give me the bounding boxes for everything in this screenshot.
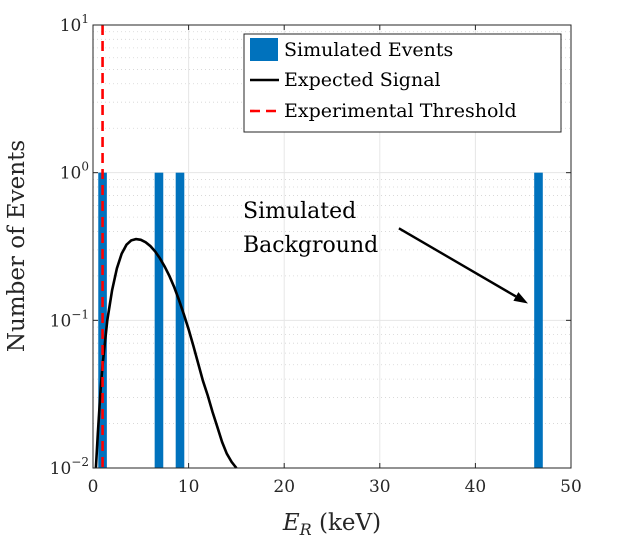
y-tick-label: 100: [60, 160, 89, 184]
y-tick-label: 10−1: [50, 307, 89, 331]
plot-frame: [92, 24, 572, 469]
annotation-line-2: Background: [243, 233, 378, 258]
x-tick-label: 30: [369, 477, 391, 497]
axis-ticks: [92, 24, 572, 469]
x-axis-title: ER (keV): [282, 510, 381, 539]
y-tick-labels: 101 100 10−1 10−2: [50, 12, 89, 479]
annotation: Simulated Background: [243, 199, 528, 304]
expected-signal-line: [94, 237, 238, 469]
bar-4: [534, 172, 543, 468]
x-tick-label: 40: [465, 477, 487, 497]
bar-3: [175, 172, 185, 468]
legend: Simulated Events Expected Signal Experim…: [243, 33, 562, 133]
x-tick-label: 0: [88, 477, 99, 497]
legend-swatch-simulated-events: [250, 38, 278, 61]
annotation-arrowhead: [513, 292, 528, 304]
x-tick-label: 20: [273, 477, 295, 497]
x-tick-label: 10: [178, 477, 200, 497]
bar-2: [154, 172, 164, 468]
x-tick-labels: 0 10 20 30 40 50: [88, 477, 582, 497]
legend-label-threshold: Experimental Threshold: [284, 100, 517, 122]
legend-label-expected-signal: Expected Signal: [284, 69, 441, 91]
annotation-line-1: Simulated: [243, 199, 356, 224]
annotation-arrow: [398, 227, 517, 298]
y-axis-title: Number of Events: [4, 140, 30, 352]
y-tick-label: 10−2: [50, 455, 89, 479]
legend-label-simulated-events: Simulated Events: [284, 39, 453, 61]
legend-box: [243, 33, 562, 133]
y-tick-label: 101: [60, 12, 89, 36]
x-tick-label: 50: [560, 477, 582, 497]
